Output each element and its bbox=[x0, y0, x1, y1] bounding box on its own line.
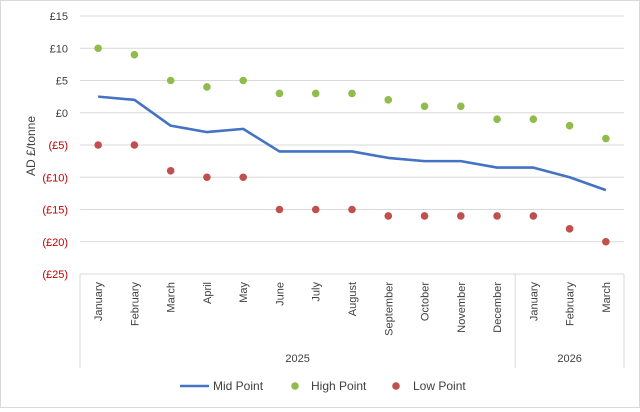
data-point-low-point bbox=[239, 173, 247, 182]
x-tick-label: November bbox=[456, 282, 468, 333]
y-tick-label: (£5) bbox=[48, 140, 68, 152]
y-tick-label: £15 bbox=[50, 11, 68, 23]
x-tick-label: August bbox=[347, 282, 359, 316]
data-point-high-point bbox=[275, 89, 284, 98]
data-point-high-point bbox=[166, 76, 175, 85]
y-tick-label: £0 bbox=[56, 108, 68, 120]
series-layer bbox=[94, 44, 610, 246]
data-point-low-point bbox=[420, 212, 429, 220]
legend-label-high-point: High Point bbox=[311, 379, 367, 393]
data-point-high-point bbox=[529, 115, 538, 123]
data-point-high-point bbox=[457, 102, 465, 111]
data-point-low-point bbox=[529, 212, 538, 220]
y-tick-label: (£25) bbox=[42, 269, 68, 281]
x-tick-label: February bbox=[129, 282, 141, 327]
x-tick-label: April bbox=[202, 282, 214, 304]
legend: Mid Point High Point Low Point bbox=[180, 379, 466, 393]
data-point-low-point bbox=[311, 205, 320, 214]
legend-swatch-high-point bbox=[291, 382, 299, 390]
x-tick-label: October bbox=[420, 282, 432, 321]
y-axis-label: AD £/tonne bbox=[24, 116, 38, 176]
data-point-high-point bbox=[493, 115, 501, 123]
y-tick-label: £10 bbox=[50, 43, 68, 55]
x-tick-label: January bbox=[93, 282, 105, 322]
legend-swatch-low-point bbox=[392, 382, 400, 390]
x-axis: January February March April May June July Augu… bbox=[79, 274, 625, 368]
x-tick-label: March bbox=[166, 282, 178, 313]
x-tick-label: May bbox=[238, 282, 250, 303]
y-tick-label: (£15) bbox=[42, 205, 68, 217]
series-line-mid-point bbox=[98, 95, 607, 192]
data-point-low-point bbox=[457, 212, 465, 220]
data-point-low-point bbox=[384, 212, 393, 220]
x-tick-label: July bbox=[311, 282, 323, 302]
x-tick-label: September bbox=[383, 282, 395, 336]
x-tick-label: January bbox=[528, 282, 540, 322]
data-point-low-point bbox=[348, 205, 356, 214]
year-group-label: 2026 bbox=[557, 353, 581, 365]
y-axis-ticks: £15 £10 £5 £0 (£5) (£10) (£15) (£20) (£25) bbox=[42, 11, 68, 281]
gridlines bbox=[80, 15, 624, 275]
data-point-low-point bbox=[130, 141, 139, 149]
data-point-high-point bbox=[420, 102, 429, 111]
y-tick-label: (£20) bbox=[42, 237, 68, 249]
data-point-low-point bbox=[166, 167, 175, 175]
x-tick-label: February bbox=[565, 282, 577, 327]
x-tick-label: March bbox=[601, 282, 613, 313]
year-group-label: 2025 bbox=[285, 353, 309, 365]
data-point-low-point bbox=[203, 173, 211, 182]
data-point-low-point bbox=[565, 225, 574, 233]
data-point-high-point bbox=[348, 89, 356, 98]
data-point-high-point bbox=[565, 121, 574, 130]
data-point-low-point bbox=[275, 205, 284, 214]
data-point-low-point bbox=[602, 237, 610, 246]
y-tick-label: £5 bbox=[56, 76, 68, 88]
data-point-low-point bbox=[493, 212, 501, 220]
x-tick-label: December bbox=[492, 282, 504, 333]
y-tick-label: (£10) bbox=[42, 172, 68, 184]
data-point-high-point bbox=[203, 83, 211, 91]
data-point-high-point bbox=[130, 50, 139, 59]
data-point-high-point bbox=[239, 76, 247, 85]
legend-label-low-point: Low Point bbox=[413, 379, 466, 393]
data-point-high-point bbox=[384, 96, 393, 104]
legend-label-mid-point: Mid Point bbox=[213, 379, 264, 393]
data-point-high-point bbox=[311, 89, 320, 98]
data-point-high-point bbox=[602, 134, 610, 143]
x-tick-label: June bbox=[274, 282, 286, 306]
data-point-low-point bbox=[94, 141, 102, 149]
data-point-high-point bbox=[94, 44, 102, 53]
